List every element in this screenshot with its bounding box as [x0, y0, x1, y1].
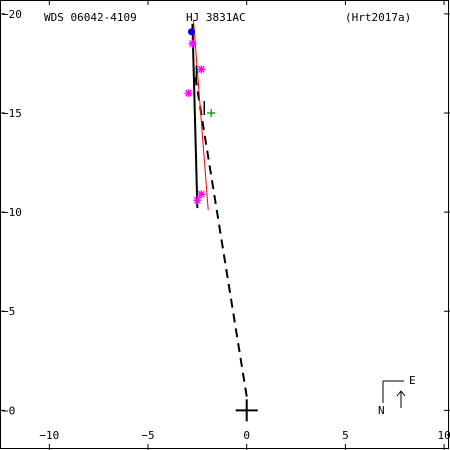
x-tick-label: −5 — [141, 429, 154, 442]
observation-point-magenta — [184, 89, 193, 98]
orbit-dashed-line — [194, 77, 248, 397]
direction-arrowhead-icon — [396, 390, 406, 397]
plot-data — [184, 19, 258, 422]
y-tick-label: −0 — [2, 404, 15, 417]
y-tick-label: −15 — [2, 107, 22, 120]
x-tick-label: 0 — [243, 429, 250, 442]
x-tick-label: −10 — [39, 429, 59, 442]
x-tick-label: 10 — [437, 429, 450, 442]
compass-east-label: E — [409, 374, 416, 387]
orbit-fit-black-line — [191, 23, 199, 209]
observation-point-blue — [187, 28, 195, 36]
observation-point-magenta — [188, 39, 197, 48]
observation-point-green — [207, 108, 216, 117]
orbit-fit-red-line — [192, 19, 209, 211]
observation-point-magenta — [197, 65, 206, 74]
pair-name: HJ 3831AC — [186, 11, 246, 24]
compass-north-label: N — [378, 404, 385, 417]
wds-designation: WDS 06042-4109 — [44, 11, 137, 24]
observation-point-magenta — [193, 196, 202, 205]
primary-star-cross — [235, 399, 258, 422]
observation-point-magenta — [197, 190, 206, 199]
y-tick-label: −5 — [2, 305, 15, 318]
reference-code: (Hrt2017a) — [345, 11, 411, 24]
y-tick-label: −10 — [2, 206, 22, 219]
y-tick-label: −20 — [2, 8, 22, 21]
x-tick-label: 5 — [342, 429, 349, 442]
compass: E N — [378, 374, 416, 417]
